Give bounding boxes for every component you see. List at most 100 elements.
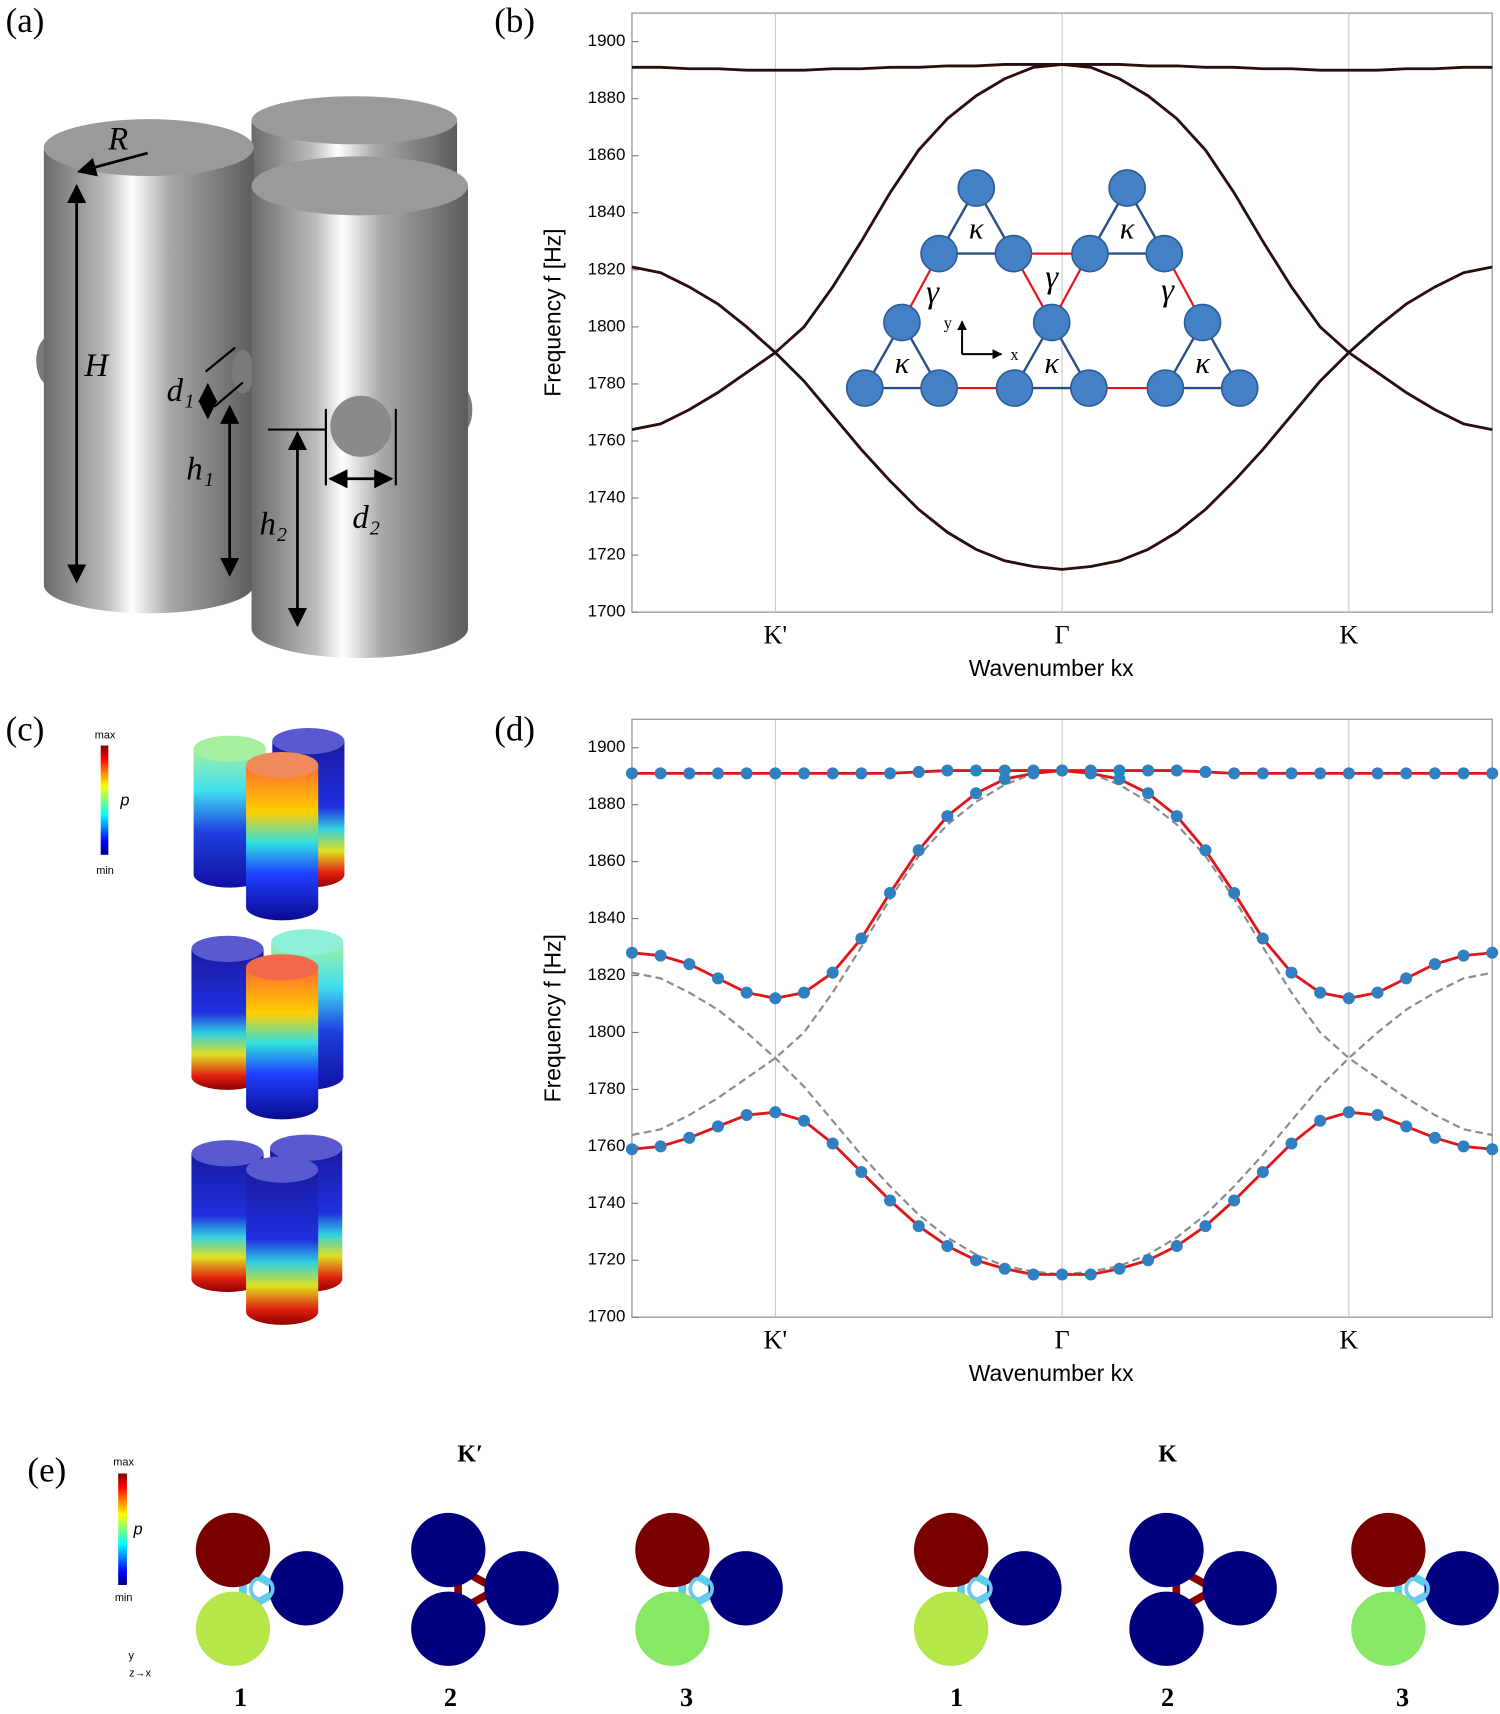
- data-point: [1199, 1220, 1212, 1233]
- resonator: [1032, 303, 1071, 342]
- kappa-bond: [937, 185, 1016, 255]
- cylinder-top: [193, 735, 266, 762]
- hole: [330, 395, 392, 457]
- data-point: [1400, 767, 1413, 780]
- data-point: [1457, 1140, 1470, 1153]
- guide: [204, 346, 244, 408]
- kappa-label: κ: [1044, 346, 1060, 380]
- kappa-bond: [862, 320, 942, 390]
- resonator-field: [1202, 1551, 1277, 1626]
- x-tick-label: Γ: [1054, 1325, 1069, 1354]
- panel-label: (e): [27, 1451, 66, 1490]
- data-point: [1113, 773, 1126, 786]
- data-point: [797, 1114, 811, 1127]
- data-point: [740, 767, 753, 780]
- axis-name: z→x: [129, 1667, 151, 1679]
- resonator-field: [411, 1591, 486, 1666]
- data-point: [1027, 767, 1040, 780]
- resonator-field: [1351, 1591, 1426, 1666]
- data-point: [970, 1254, 983, 1267]
- resonator: [845, 369, 884, 407]
- data-point: [1285, 966, 1298, 979]
- colorbar-label: min: [96, 865, 114, 877]
- y-tick-label: 1880: [588, 794, 626, 813]
- data-point: [1371, 986, 1384, 999]
- x-tick-label: K': [763, 620, 787, 649]
- panel-label: (c): [6, 709, 45, 748]
- x-tick-label: K': [763, 1325, 787, 1354]
- mode-number: 1: [950, 1683, 963, 1712]
- resonator-field: [1129, 1512, 1204, 1588]
- data-point: [912, 1220, 925, 1233]
- resonator: [883, 303, 921, 342]
- kappa-bond: [1087, 185, 1167, 255]
- cylinder-top: [246, 954, 319, 981]
- x-axis-label: Wavenumber kx: [969, 655, 1134, 681]
- resonator: [920, 369, 958, 407]
- axis-name: y: [129, 1650, 135, 1662]
- x-tick-label: K: [1339, 620, 1358, 649]
- kappa-bond: [1012, 320, 1091, 390]
- data-point: [941, 810, 954, 823]
- data-point: [855, 767, 868, 780]
- y-tick-label: 1820: [588, 259, 626, 278]
- dimension-label: d₂: [352, 500, 380, 536]
- data-point: [1228, 1194, 1241, 1207]
- data-point: [1027, 1268, 1040, 1281]
- resonator-field: [913, 1591, 989, 1666]
- y-tick-label: 1720: [588, 545, 626, 564]
- resonator: [1145, 234, 1184, 273]
- data-point: [1084, 1268, 1097, 1281]
- x-tick-label: Γ: [1054, 620, 1069, 649]
- data-point: [826, 767, 839, 780]
- cylinder-top: [246, 752, 319, 779]
- data-point: [769, 992, 782, 1005]
- y-tick-label: 1800: [588, 316, 626, 335]
- data-point: [654, 949, 667, 962]
- y-tick-label: 1740: [588, 488, 626, 507]
- field-cylinder: [246, 765, 319, 921]
- data-point: [797, 986, 811, 999]
- y-tick-label: 1900: [588, 31, 626, 50]
- y-axis-label: Frequency f [Hz]: [539, 934, 565, 1102]
- data-point: [1285, 767, 1298, 780]
- mode-number: 1: [234, 1683, 247, 1712]
- axis-name: x: [1010, 345, 1018, 364]
- mode-number: 3: [1396, 1683, 1409, 1712]
- y-tick-label: 1860: [588, 851, 626, 870]
- data-point: [826, 966, 839, 979]
- data-point: [625, 767, 638, 780]
- resonator-field: [913, 1512, 989, 1588]
- data-point: [1228, 767, 1241, 780]
- resonator-field: [635, 1591, 710, 1666]
- cylinder-top: [246, 1156, 319, 1183]
- resonator: [1070, 369, 1108, 407]
- panel-label: (b): [494, 1, 535, 40]
- y-tick-label: 1900: [588, 737, 626, 756]
- cylinder-top: [191, 935, 264, 962]
- gamma-label: γ: [1045, 259, 1059, 295]
- kappa-label: κ: [1195, 346, 1211, 380]
- kappa-label: κ: [969, 212, 985, 246]
- data-point: [1256, 767, 1269, 780]
- data-point: [711, 1120, 724, 1133]
- colorbar-label: min: [115, 1592, 133, 1604]
- data-point: [1314, 767, 1327, 780]
- resonator-field: [269, 1551, 344, 1626]
- data-point: [884, 886, 897, 899]
- data-point: [1486, 767, 1499, 780]
- cylinder-top: [270, 1134, 343, 1161]
- kappa-label: κ: [895, 346, 911, 380]
- data-point: [941, 1240, 954, 1253]
- data-point: [1428, 958, 1441, 971]
- kappa-label: κ: [1120, 212, 1136, 246]
- y-tick-label: 1880: [588, 88, 626, 107]
- resonator-field: [195, 1512, 271, 1588]
- y-tick-label: 1760: [588, 430, 626, 449]
- vortex-arrow: [1404, 1576, 1430, 1602]
- data-point: [998, 1262, 1011, 1275]
- dimension-label: h₂: [260, 506, 288, 542]
- resonator: [995, 369, 1034, 407]
- data-point: [625, 1143, 638, 1156]
- resonator-field: [1129, 1591, 1204, 1666]
